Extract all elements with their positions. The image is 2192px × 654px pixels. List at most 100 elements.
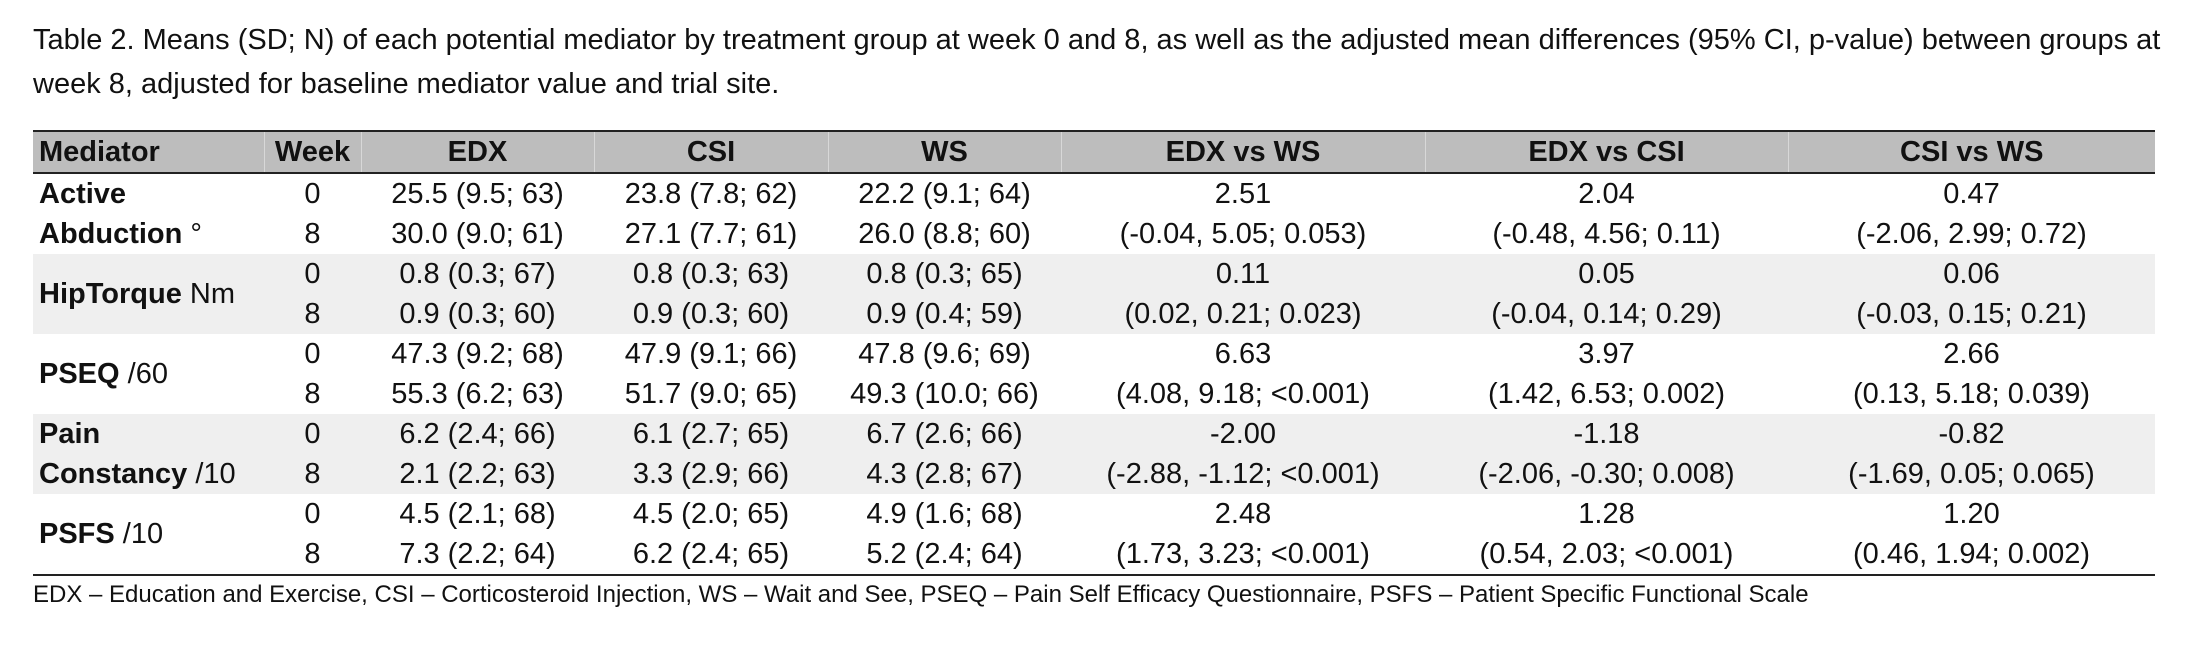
edx-cell: 25.5 (9.5; 63) [391, 177, 564, 210]
edx-vs-csi-estimate: 3.97 [1578, 337, 1635, 370]
edx-cell: 4.5 (2.1; 68) [399, 497, 556, 530]
mediator-line2: Constancy /10 [39, 458, 236, 490]
csi-cell: 47.9 (9.1; 66) [624, 337, 798, 370]
mediator-line1: PSEQ /60 [39, 358, 168, 390]
csi-cell: 6.2 (2.4; 65) [594, 534, 828, 576]
csi-vs-ws-ci: (0.46, 1.94; 0.002) [1788, 534, 2155, 576]
mediator-line1: Pain [39, 418, 101, 450]
csi-cell: 3.3 (2.9; 66) [594, 454, 828, 494]
mediator-label: PSEQ /60 [33, 334, 264, 414]
mediator-line1: HipTorque Nm [39, 278, 236, 310]
edx-vs-ws-estimate: 2.48 [1214, 497, 1272, 530]
edx-cell: 55.3 (6.2; 63) [391, 377, 564, 410]
edx-vs-csi-estimate: 0.05 [1425, 254, 1788, 294]
edx-vs-csi-ci: (-0.48, 4.56; 0.11) [1492, 217, 1721, 250]
ws-cell: 26.0 (8.8; 60) [858, 217, 1031, 250]
csi-vs-ws-ci: (-2.06, 2.99; 0.72) [1856, 217, 2087, 250]
mediator-line1: PSFS /10 [39, 518, 164, 550]
edx-vs-ws-ci: (0.02, 0.21; 0.023) [1061, 294, 1425, 334]
week-cell: 0 [304, 337, 321, 370]
edx-vs-csi-ci: (-2.06, -0.30; 0.008) [1425, 454, 1788, 494]
edx-vs-csi-ci: (1.42, 6.53; 0.002) [1488, 377, 1725, 410]
header-week: Week [263, 130, 361, 174]
header-csi: CSI [593, 130, 828, 174]
edx-cell: 0.9 (0.3; 60) [361, 294, 594, 334]
week-cell: 0 [304, 177, 321, 210]
csi-vs-ws-estimate: 0.06 [1788, 254, 2155, 294]
table-row: 8 2.1 (2.2; 63) 3.3 (2.9; 66) 4.3 (2.8; … [33, 454, 2155, 494]
ws-cell: 0.9 (0.4; 59) [828, 294, 1061, 334]
csi-cell: 27.1 (7.7; 61) [624, 217, 798, 250]
csi-cell: 6.1 (2.7; 65) [594, 414, 828, 454]
mediator-label: HipTorque Nm [33, 254, 264, 334]
csi-cell: 23.8 (7.8; 62) [624, 177, 798, 210]
edx-cell: 7.3 (2.2; 64) [361, 534, 594, 576]
ws-cell: 5.2 (2.4; 64) [828, 534, 1061, 576]
header-ws: WS [827, 130, 1061, 174]
header-edx-vs-csi: EDX vs CSI [1424, 130, 1788, 174]
csi-vs-ws-ci: (-0.03, 0.15; 0.21) [1788, 294, 2155, 334]
edx-cell: 0.8 (0.3; 67) [361, 254, 594, 294]
table-caption: Table 2. Means (SD; N) of each potential… [33, 24, 2161, 100]
mediator-label: PSFS /10 [33, 494, 264, 576]
table-row: 8 30.0 (9.0; 61) 27.1 (7.7; 61) 26.0 (8.… [33, 214, 2155, 254]
edx-cell: 47.3 (9.2; 68) [391, 337, 564, 370]
edx-vs-ws-estimate: 2.51 [1214, 177, 1272, 210]
edx-vs-csi-estimate: 1.28 [1578, 497, 1635, 530]
csi-vs-ws-estimate: 0.47 [1943, 177, 2000, 210]
week-cell: 8 [304, 377, 321, 410]
week-cell: 0 [304, 497, 321, 530]
csi-vs-ws-estimate: 2.66 [1943, 337, 2000, 370]
csi-vs-ws-ci: (-1.69, 0.05; 0.065) [1788, 454, 2155, 494]
week-cell: 8 [304, 217, 321, 250]
header-row: Mediator Week EDX CSI WS EDX vs WS EDX v… [33, 130, 2155, 174]
header-edx-vs-ws: EDX vs WS [1060, 130, 1425, 174]
ws-cell: 4.9 (1.6; 68) [866, 497, 1023, 530]
table-row: 8 55.3 (6.2; 63) 51.7 (9.0; 65) 49.3 (10… [33, 374, 2155, 414]
week-cell: 8 [264, 454, 361, 494]
csi-vs-ws-ci: (0.13, 5.18; 0.039) [1853, 377, 2090, 410]
edx-vs-ws-ci: (-0.04, 5.05; 0.053) [1119, 217, 1367, 250]
mediator-table: Mediator Week EDX CSI WS EDX vs WS EDX v… [33, 130, 2155, 576]
edx-vs-ws-estimate: -2.00 [1061, 414, 1425, 454]
table-footnote: EDX – Education and Exercise, CSI – Cort… [33, 581, 1809, 608]
ws-cell: 22.2 (9.1; 64) [858, 177, 1031, 210]
csi-cell: 0.9 (0.3; 60) [594, 294, 828, 334]
edx-cell: 6.2 (2.4; 66) [361, 414, 594, 454]
edx-vs-csi-estimate: 2.04 [1578, 177, 1635, 210]
header-edx: EDX [360, 130, 594, 174]
csi-vs-ws-estimate: 1.20 [1943, 497, 2000, 530]
edx-cell: 30.0 (9.0; 61) [391, 217, 564, 250]
week-cell: 0 [264, 414, 361, 454]
edx-cell: 2.1 (2.2; 63) [361, 454, 594, 494]
table-row: Pain Constancy /10 0 6.2 (2.4; 66) 6.1 (… [33, 414, 2155, 494]
ws-cell: 4.3 (2.8; 67) [828, 454, 1061, 494]
mediator-line1: Active [39, 178, 127, 210]
mediator-label: Active Abduction ° [33, 173, 264, 254]
mediator-label: Pain Constancy /10 [33, 414, 264, 494]
table-row: 8 7.3 (2.2; 64) 6.2 (2.4; 65) 5.2 (2.4; … [33, 534, 2155, 576]
ws-cell: 6.7 (2.6; 66) [828, 414, 1061, 454]
header-mediator: Mediator [33, 130, 264, 174]
edx-vs-ws-estimate: 6.63 [1214, 337, 1272, 370]
edx-vs-csi-ci: (0.54, 2.03; <0.001) [1425, 534, 1788, 576]
table-row: 8 0.9 (0.3; 60) 0.9 (0.3; 60) 0.9 (0.4; … [33, 294, 2155, 334]
csi-vs-ws-estimate: -0.82 [1788, 414, 2155, 454]
ws-cell: 0.8 (0.3; 65) [828, 254, 1061, 294]
edx-vs-ws-ci: (1.73, 3.23; <0.001) [1061, 534, 1425, 576]
week-cell: 8 [264, 294, 361, 334]
week-cell: 0 [264, 254, 361, 294]
header-csi-vs-ws: CSI vs WS [1787, 130, 2155, 174]
table-row: Active Abduction ° 0 25.5 (9.5; 63) 23.8… [33, 173, 2155, 251]
csi-cell: 4.5 (2.0; 65) [632, 497, 790, 530]
edx-vs-ws-estimate: 0.11 [1061, 254, 1425, 294]
table-row: PSFS /10 0 4.5 (2.1; 68) 4.5 (2.0; 65) 4… [33, 494, 2155, 576]
table-row: HipTorque Nm 0 0.8 (0.3; 67) 0.8 (0.3; 6… [33, 254, 2155, 334]
ws-cell: 47.8 (9.6; 69) [858, 337, 1031, 370]
table-row: PSEQ /60 0 47.3 (9.2; 68) 47.9 (9.1; 66)… [33, 334, 2155, 391]
edx-vs-csi-ci: (-0.04, 0.14; 0.29) [1425, 294, 1788, 334]
csi-cell: 0.8 (0.3; 63) [594, 254, 828, 294]
ws-cell: 49.3 (10.0; 66) [850, 377, 1039, 410]
edx-vs-csi-estimate: -1.18 [1425, 414, 1788, 454]
edx-vs-ws-ci: (-2.88, -1.12; <0.001) [1061, 454, 1425, 494]
